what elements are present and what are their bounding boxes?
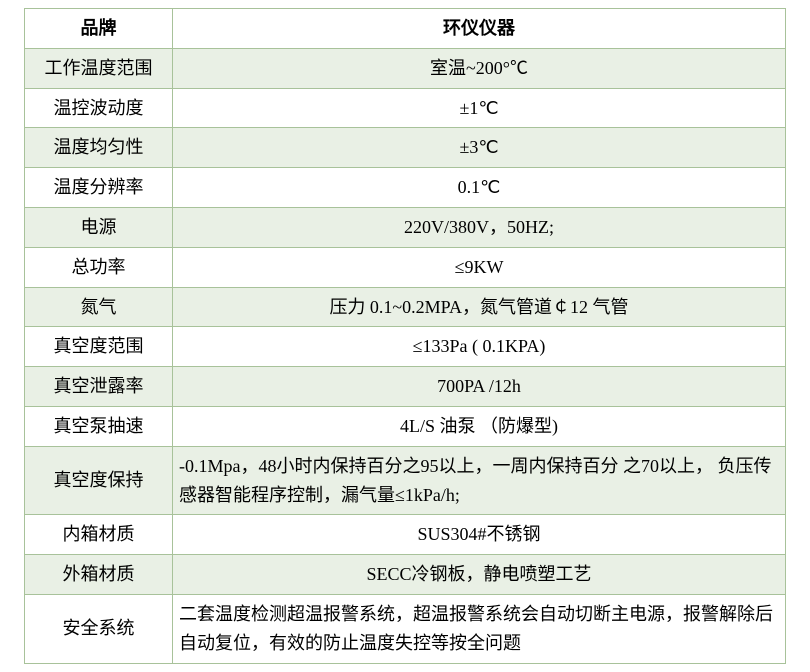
row-label: 真空度保持 [25, 446, 173, 515]
row-value: 0.1℃ [173, 168, 786, 208]
header-brand: 品牌 [25, 9, 173, 49]
row-label: 外箱材质 [25, 555, 173, 595]
table-row: 真空度保持-0.1Mpa，48小时内保持百分之95以上，一周内保持百分 之70以… [25, 446, 786, 515]
table-row: 工作温度范围室温~200°℃ [25, 48, 786, 88]
row-label: 真空泵抽速 [25, 406, 173, 446]
row-value: ±1℃ [173, 88, 786, 128]
table-row: 温度分辨率0.1℃ [25, 168, 786, 208]
spec-table: 品牌 环仪仪器 工作温度范围室温~200°℃温控波动度±1℃温度均匀性±3℃温度… [24, 8, 786, 664]
spec-table-body: 品牌 环仪仪器 工作温度范围室温~200°℃温控波动度±1℃温度均匀性±3℃温度… [25, 9, 786, 664]
table-row: 真空泄露率700PA /12h [25, 367, 786, 407]
header-row: 品牌 环仪仪器 [25, 9, 786, 49]
table-row: 真空泵抽速4L/S 油泵 （防爆型) [25, 406, 786, 446]
table-row: 温控波动度±1℃ [25, 88, 786, 128]
row-value: 4L/S 油泵 （防爆型) [173, 406, 786, 446]
row-label: 工作温度范围 [25, 48, 173, 88]
row-value: ±3℃ [173, 128, 786, 168]
row-label: 内箱材质 [25, 515, 173, 555]
row-label: 真空泄露率 [25, 367, 173, 407]
row-label: 总功率 [25, 247, 173, 287]
table-row: 电源220V/380V，50HZ; [25, 207, 786, 247]
row-value: ≤133Pa ( 0.1KPA) [173, 327, 786, 367]
row-label: 温度均匀性 [25, 128, 173, 168]
table-row: 外箱材质SECC冷钢板，静电喷塑工艺 [25, 555, 786, 595]
row-label: 电源 [25, 207, 173, 247]
row-value: 二套温度检测超温报警系统，超温报警系统会自动切断主电源，报警解除后自动复位，有效… [173, 594, 786, 663]
table-row: 温度均匀性±3℃ [25, 128, 786, 168]
row-value: SUS304#不锈钢 [173, 515, 786, 555]
header-title: 环仪仪器 [173, 9, 786, 49]
row-label: 温控波动度 [25, 88, 173, 128]
table-row: 氮气压力 0.1~0.2MPA，氮气管道￠12 气管 [25, 287, 786, 327]
table-row: 真空度范围≤133Pa ( 0.1KPA) [25, 327, 786, 367]
row-label: 安全系统 [25, 594, 173, 663]
row-value: 700PA /12h [173, 367, 786, 407]
row-label: 氮气 [25, 287, 173, 327]
row-value: 220V/380V，50HZ; [173, 207, 786, 247]
row-value: SECC冷钢板，静电喷塑工艺 [173, 555, 786, 595]
row-value: ≤9KW [173, 247, 786, 287]
table-row: 安全系统二套温度检测超温报警系统，超温报警系统会自动切断主电源，报警解除后自动复… [25, 594, 786, 663]
row-value: 压力 0.1~0.2MPA，氮气管道￠12 气管 [173, 287, 786, 327]
table-row: 总功率≤9KW [25, 247, 786, 287]
row-value: 室温~200°℃ [173, 48, 786, 88]
row-label: 温度分辨率 [25, 168, 173, 208]
table-row: 内箱材质SUS304#不锈钢 [25, 515, 786, 555]
row-value: -0.1Mpa，48小时内保持百分之95以上，一周内保持百分 之70以上， 负压… [173, 446, 786, 515]
row-label: 真空度范围 [25, 327, 173, 367]
